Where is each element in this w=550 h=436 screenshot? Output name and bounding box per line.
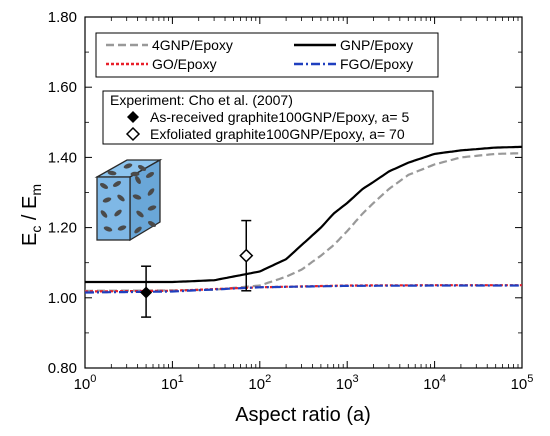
y-tick-label: 1.40: [48, 149, 77, 166]
y-tick-label: 1.20: [48, 220, 77, 237]
series-layer: [85, 145, 522, 294]
graphene-inclusion: [137, 165, 147, 171]
legend: 4GNP/Epoxy GNP/Epoxy GO/Epoxy FGO/Epoxy: [95, 32, 439, 78]
graphene-inclusion: [132, 194, 142, 200]
graphene-inclusion: [145, 172, 155, 178]
graphene-inclusion: [135, 175, 141, 185]
legend-box: [95, 32, 439, 78]
x-axis-title: Aspect ratio (a): [235, 404, 371, 426]
graphene-inclusion: [130, 171, 140, 177]
graphene-inclusion: [147, 188, 155, 196]
graphene-inclusion: [136, 210, 144, 218]
experiment-label-exfoliated: Exfoliated graphite100GNP/Epoxy, a= 70: [150, 126, 405, 142]
experiment-label-as-received: As-received graphite100GNP/Epoxy, a= 5: [150, 109, 409, 125]
graphene-inclusion: [123, 163, 133, 169]
y-axis-title: Ec / Em: [19, 184, 44, 246]
graphene-inclusion: [112, 181, 122, 187]
graphene-inclusion: [114, 209, 122, 217]
experiment-legend-box: [102, 90, 434, 145]
graphene-inclusion: [147, 205, 157, 211]
cube-illustration-icon: [94, 158, 163, 242]
graphene-inclusion: [147, 221, 157, 227]
data-point-open-diamond: [239, 248, 254, 263]
graphene-inclusion: [134, 226, 142, 234]
x-tick-label: 104: [423, 373, 446, 393]
graphene-inclusion: [99, 183, 109, 189]
x-tick-label: 105: [511, 373, 534, 393]
x-tick-label: 100: [74, 373, 97, 393]
graphene-inclusion: [102, 197, 112, 203]
cube-inclusions: [99, 163, 157, 234]
y-tick-label: 1.00: [48, 290, 77, 307]
data-point-filled-diamond: [140, 286, 153, 299]
legend-label-4gnp: 4GNP/Epoxy: [152, 37, 233, 53]
legend-label-fgo: FGO/Epoxy: [340, 56, 413, 72]
experiment-title: Experiment: Cho et al. (2007): [110, 92, 293, 108]
graphene-inclusion: [107, 170, 117, 176]
series-line-fgo-epoxy: [85, 284, 522, 294]
legend-label-gnp: GNP/Epoxy: [340, 37, 413, 53]
x-tick-label: 103: [336, 373, 359, 393]
graphene-inclusion: [117, 225, 127, 231]
x-tick-label: 101: [161, 373, 184, 393]
legend-open-diamond-icon: [125, 126, 141, 142]
legend-filled-diamond-icon: [127, 111, 139, 123]
y-tick-label: 1.60: [48, 79, 77, 96]
series-line-gnp-epoxy: [85, 145, 522, 284]
axis-ticks: 100 101 102 103 104 105 0.80 1.00 1.20 1.40 1.60 1.…: [48, 9, 534, 393]
graphene-inclusion: [103, 226, 113, 232]
y-tick-label: 1.80: [48, 9, 77, 26]
graphene-inclusion: [117, 194, 125, 202]
y-tick-label: 0.80: [48, 360, 77, 377]
legend-label-go: GO/Epoxy: [152, 56, 217, 72]
graphene-inclusion: [100, 210, 108, 218]
experiment-legend: Experiment: Cho et al. (2007) As-receive…: [102, 90, 434, 145]
x-tick-label: 102: [248, 373, 271, 393]
experiment-points: [140, 219, 254, 318]
series-line-go-epoxy: [85, 284, 522, 293]
